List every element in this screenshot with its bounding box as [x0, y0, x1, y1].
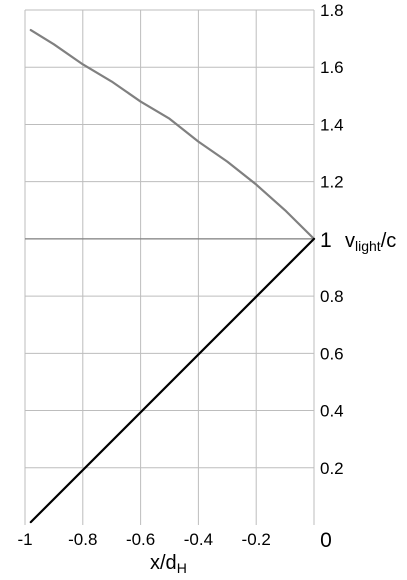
x-axis-label-sub: H — [177, 560, 187, 575]
grid-layer — [24, 9, 315, 525]
y-tick-label-0: 0.2 — [320, 459, 344, 478]
x-tick-label-5: 0 — [320, 529, 332, 552]
x-tick-label-0: -1 — [17, 530, 32, 549]
y-axis-label-tail: /c — [381, 230, 397, 252]
series-line-1 — [29, 237, 316, 524]
x-axis-label-main: x/d — [150, 552, 177, 574]
y-tick-label-7: 1.6 — [320, 58, 344, 77]
x-tick-label-3: -0.4 — [184, 530, 213, 549]
x-tick-label-2: -0.6 — [126, 530, 155, 549]
series-line-0 — [29, 28, 316, 240]
axis-labels: x/dH vlight/c — [150, 230, 396, 576]
y-tick-label-5: 1.2 — [320, 173, 344, 192]
x-tick-label-1: -0.8 — [68, 530, 97, 549]
y-tick-label-1: 0.4 — [320, 402, 344, 421]
y-axis-label-sub: light — [355, 238, 381, 254]
y-tick-label-8: 1.8 — [320, 1, 344, 20]
x-tick-label-4: -0.2 — [242, 530, 271, 549]
x-axis-label: x/dH — [150, 552, 187, 575]
y-tick-label-2: 0.6 — [320, 344, 344, 363]
series-layer — [29, 28, 316, 524]
y-tick-label-4: 1 — [320, 229, 332, 252]
y-axis-label-main: v — [345, 230, 355, 252]
y-axis-label: vlight/c — [345, 230, 396, 254]
y-tick-label-3: 0.8 — [320, 287, 344, 306]
y-tick-label-6: 1.4 — [320, 115, 344, 134]
tick-labels: -1 -0.8 -0.6 -0.4 -0.2 0 0.2 0.4 0.6 0.8 1 1.2 1.4 1.… — [17, 1, 343, 552]
